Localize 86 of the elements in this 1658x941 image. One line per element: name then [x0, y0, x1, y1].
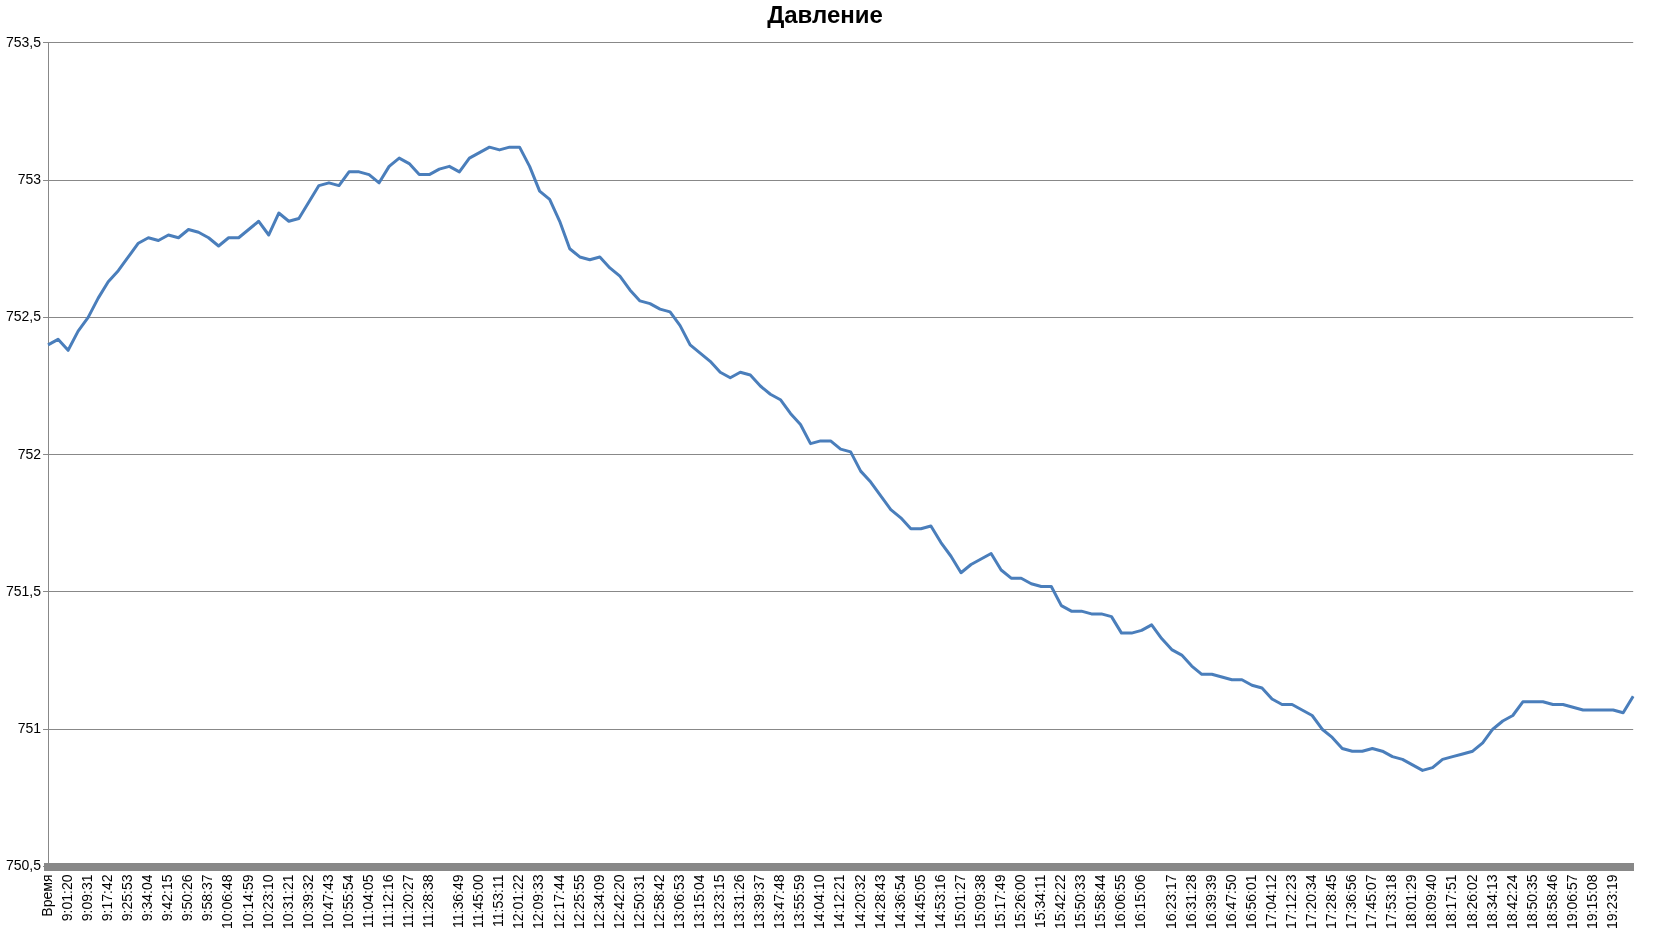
- x-tick-label: 10:55:54: [339, 874, 356, 929]
- x-tick-label: 13:15:04: [691, 874, 708, 929]
- x-tick-label: 9:42:15: [159, 874, 176, 922]
- x-tick-label: 11:53:11: [490, 874, 507, 927]
- x-tick-label: 17:36:56: [1343, 874, 1360, 929]
- y-tick-label: 750,5: [5, 857, 42, 874]
- x-tick-label: 12:25:55: [570, 874, 587, 929]
- x-tick-label: 11:20:27: [400, 874, 417, 928]
- x-tick-label: 13:47:48: [771, 874, 788, 929]
- x-tick-label: 11:36:49: [450, 874, 467, 928]
- y-tick-label: 753,5: [5, 33, 42, 50]
- x-tick-label: 15:17:49: [992, 874, 1008, 929]
- x-tick-label: 13:39:37: [751, 874, 768, 929]
- x-tick-label: 14:20:32: [851, 874, 868, 929]
- x-tick-label: 10:23:10: [259, 874, 276, 929]
- x-tick-label: 18:42:24: [1503, 874, 1520, 929]
- x-tick-label: 10:47:43: [319, 874, 336, 929]
- x-tick-label: 15:42:22: [1052, 874, 1069, 929]
- x-tick-label: 9:34:04: [139, 874, 156, 922]
- x-tick-label: 15:34:11: [1032, 874, 1049, 928]
- x-tick-label: 9:58:37: [199, 874, 216, 922]
- x-tick-label: 13:31:26: [731, 874, 748, 929]
- y-tick-label: 751: [17, 720, 42, 737]
- x-tick-label: 19:06:57: [1563, 874, 1580, 929]
- y-tick-label: 752: [17, 445, 42, 462]
- x-tick-label: 9:17:42: [99, 874, 116, 922]
- x-tick-label: 10:14:59: [239, 874, 256, 929]
- x-tick-label: 14:53:16: [931, 874, 948, 929]
- x-tick-label: Время: [38, 874, 55, 917]
- x-tick-label: 12:17:44: [550, 874, 567, 929]
- x-tick-label: 11:12:16: [380, 874, 397, 928]
- x-tick-label: 9:09:31: [79, 874, 96, 922]
- x-tick-label: 12:42:20: [610, 874, 627, 929]
- chart-title: Давление: [767, 1, 883, 29]
- x-tick-label: 16:06:55: [1112, 874, 1129, 929]
- x-tick-label: 17:12:23: [1282, 874, 1299, 929]
- x-tick-label: 12:34:09: [590, 874, 607, 929]
- x-tick-label: 18:26:02: [1463, 874, 1480, 929]
- x-tick-label: 9:01:20: [58, 874, 75, 922]
- x-tick-label: 12:58:42: [650, 874, 667, 929]
- x-tick-label: 19:15:08: [1583, 874, 1600, 929]
- x-tick-label: 16:23:17: [1162, 874, 1179, 929]
- x-tick-label: 18:34:13: [1483, 874, 1500, 929]
- y-tick-label: 752,5: [5, 308, 42, 325]
- x-tick-label: 18:01:29: [1403, 874, 1420, 929]
- x-tick-label: 17:45:07: [1363, 874, 1380, 929]
- x-tick-label: 15:09:38: [971, 874, 988, 929]
- x-tick-label: 12:01:22: [510, 874, 527, 929]
- x-tick-label: 13:06:53: [670, 874, 687, 929]
- x-tick-label: 16:15:06: [1132, 874, 1149, 929]
- x-tick-label: 17:53:18: [1383, 874, 1400, 929]
- x-tick-label: 14:04:10: [811, 874, 828, 929]
- x-tick-label: 18:50:35: [1523, 874, 1540, 929]
- x-tick-label: 12:09:33: [530, 874, 547, 929]
- y-tick-label: 751,5: [5, 582, 42, 599]
- x-tick-label: 15:50:33: [1072, 874, 1089, 929]
- x-tick-label: 16:31:28: [1182, 874, 1199, 929]
- x-tick-label: 17:04:12: [1262, 874, 1279, 929]
- x-tick-label: 15:58:44: [1092, 874, 1109, 929]
- x-tick-label: 19:23:19: [1603, 874, 1620, 929]
- x-tick-label: 11:04:05: [359, 874, 376, 928]
- x-tick-label: 9:25:53: [119, 874, 136, 922]
- x-tick-label: 14:12:21: [831, 874, 848, 929]
- x-tick-label: 16:39:39: [1202, 874, 1219, 929]
- x-tick-label: 18:17:51: [1443, 874, 1460, 929]
- x-tick-label: 10:31:21: [279, 874, 296, 929]
- x-tick-label: 15:26:00: [1012, 874, 1029, 929]
- x-tick-label: 12:50:31: [630, 874, 647, 929]
- x-tick-label: 18:09:40: [1423, 874, 1440, 929]
- x-tick-label: 16:56:01: [1242, 874, 1259, 929]
- x-tick-label: 9:50:26: [179, 874, 196, 922]
- x-tick-label: 11:45:00: [470, 874, 487, 928]
- x-tick-label: 16:47:50: [1222, 874, 1239, 929]
- x-tick-label: 14:28:43: [871, 874, 888, 929]
- x-tick-label: 15:01:27: [951, 874, 968, 929]
- x-tick-label: 13:55:59: [791, 874, 808, 929]
- x-tick-label: 17:20:34: [1303, 874, 1320, 929]
- x-tick-label: 10:06:48: [219, 874, 236, 929]
- y-tick-label: 753: [17, 170, 42, 187]
- x-tick-label: 10:39:32: [299, 874, 316, 929]
- x-tick-label: 14:45:05: [911, 874, 928, 929]
- x-tick-label: 17:28:45: [1323, 874, 1340, 929]
- x-tick-label: 13:23:15: [711, 874, 728, 929]
- x-tick-label: 14:36:54: [891, 874, 908, 929]
- x-tick-label: 18:58:46: [1543, 874, 1560, 929]
- x-tick-label: 11:28:38: [420, 874, 437, 928]
